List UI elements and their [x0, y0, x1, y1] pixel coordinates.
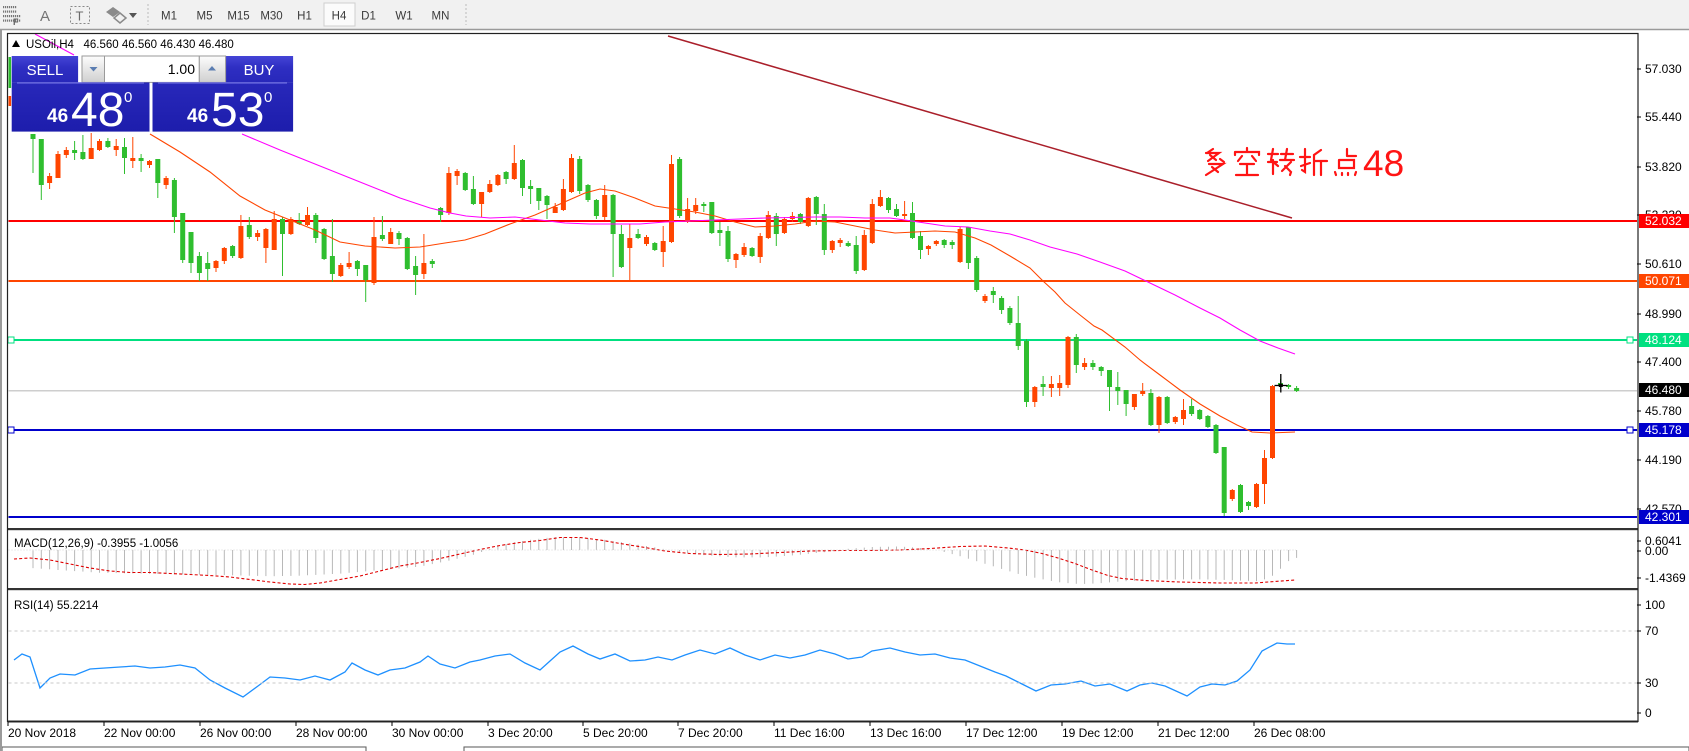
svg-text:RSI(14) 55.2214: RSI(14) 55.2214: [14, 600, 99, 612]
svg-text:0.6041: 0.6041: [1645, 534, 1682, 548]
svg-text:48: 48: [1363, 143, 1404, 184]
svg-text:3 Dec 20:00: 3 Dec 20:00: [488, 726, 553, 740]
svg-text:46.480: 46.480: [1645, 383, 1682, 397]
svg-text:46: 46: [47, 106, 68, 127]
svg-text:48.990: 48.990: [1645, 307, 1682, 321]
svg-text:22 Nov 00:00: 22 Nov 00:00: [104, 726, 176, 740]
svg-text:30: 30: [1645, 676, 1659, 690]
svg-text:20 Nov 2018: 20 Nov 2018: [8, 726, 76, 740]
svg-text:SELL: SELL: [27, 62, 64, 79]
svg-text:MACD(12,26,9) -0.3955 -1.0056: MACD(12,26,9) -0.3955 -1.0056: [14, 538, 178, 550]
svg-text:30 Nov 00:00: 30 Nov 00:00: [392, 726, 464, 740]
svg-text:F: F: [13, 17, 19, 27]
svg-text:1.00: 1.00: [168, 61, 195, 77]
svg-text:M1: M1: [161, 11, 177, 23]
svg-text:BUY: BUY: [244, 62, 275, 79]
svg-text:13 Dec 16:00: 13 Dec 16:00: [870, 726, 942, 740]
svg-text:7 Dec 20:00: 7 Dec 20:00: [678, 726, 743, 740]
svg-text:47.400: 47.400: [1645, 355, 1682, 369]
svg-text:70: 70: [1645, 624, 1659, 638]
svg-text:17 Dec 12:00: 17 Dec 12:00: [966, 726, 1038, 740]
svg-text:0: 0: [124, 89, 132, 106]
svg-text:21 Dec 12:00: 21 Dec 12:00: [1158, 726, 1230, 740]
svg-text:26 Nov 00:00: 26 Nov 00:00: [200, 726, 272, 740]
svg-text:53: 53: [211, 84, 264, 137]
svg-text:50.610: 50.610: [1645, 257, 1682, 271]
svg-text:28 Nov 00:00: 28 Nov 00:00: [296, 726, 368, 740]
svg-text:26 Dec 08:00: 26 Dec 08:00: [1254, 726, 1326, 740]
svg-text:T: T: [76, 9, 84, 24]
svg-text:0.00: 0.00: [1645, 544, 1669, 558]
svg-text:11 Dec 16:00: 11 Dec 16:00: [774, 726, 845, 740]
svg-text:19 Dec 12:00: 19 Dec 12:00: [1062, 726, 1134, 740]
svg-text:-1.4369: -1.4369: [1645, 571, 1686, 585]
svg-text:44.190: 44.190: [1645, 453, 1682, 467]
svg-text:100: 100: [1645, 598, 1665, 612]
svg-text:48.124: 48.124: [1645, 333, 1682, 347]
svg-text:55.440: 55.440: [1645, 110, 1682, 124]
svg-text:57.030: 57.030: [1645, 62, 1682, 76]
svg-text:5 Dec 20:00: 5 Dec 20:00: [583, 726, 648, 740]
svg-text:0: 0: [1645, 706, 1652, 720]
svg-text:0: 0: [264, 89, 272, 106]
svg-text:52.032: 52.032: [1645, 214, 1682, 228]
svg-text:USOil,H4 46.560 46.560 46.43: USOil,H4 46.560 46.560 46.430 46.480: [26, 39, 234, 51]
svg-text:M30: M30: [260, 11, 282, 23]
svg-text:W1: W1: [395, 11, 412, 23]
svg-text:42.301: 42.301: [1645, 510, 1682, 524]
svg-text:46: 46: [187, 106, 208, 127]
svg-text:MN: MN: [432, 11, 450, 23]
svg-text:M5: M5: [197, 11, 213, 23]
svg-text:A: A: [40, 8, 50, 25]
svg-text:M15: M15: [227, 11, 249, 23]
svg-text:50.071: 50.071: [1645, 274, 1682, 288]
svg-text:D1: D1: [361, 11, 376, 23]
svg-text:45.780: 45.780: [1645, 404, 1682, 418]
svg-text:H4: H4: [332, 11, 347, 23]
svg-text:48: 48: [71, 84, 124, 137]
svg-text:53.820: 53.820: [1645, 160, 1682, 174]
svg-text:H1: H1: [297, 11, 312, 23]
svg-text:45.178: 45.178: [1645, 423, 1682, 437]
